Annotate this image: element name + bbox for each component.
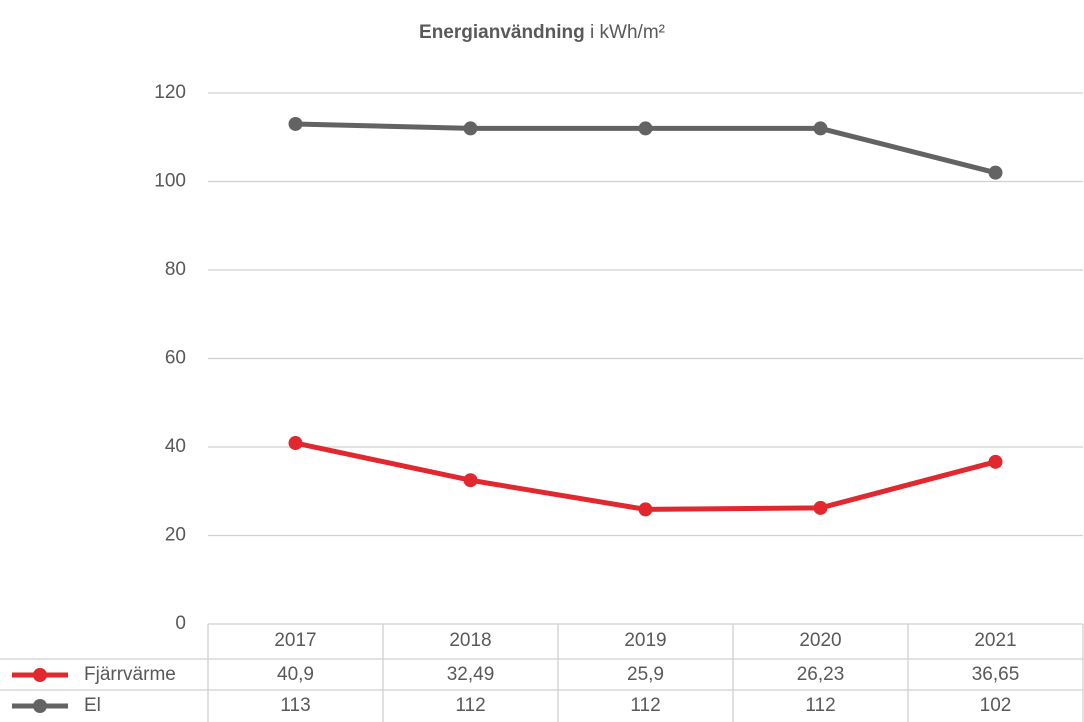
- table-value: 102: [980, 695, 1012, 716]
- y-tick-label: 20: [165, 525, 186, 546]
- y-tick-label: 40: [165, 436, 186, 457]
- table-value: 26,23: [797, 664, 845, 685]
- point: [638, 502, 653, 517]
- x-tick-label: 2017: [274, 630, 316, 651]
- point: [463, 121, 478, 136]
- point: [463, 473, 478, 488]
- table-value: 40,9: [277, 664, 314, 685]
- table-value: 36,65: [972, 664, 1020, 685]
- title-main: Energianvändning: [419, 22, 585, 43]
- y-tick-label: 80: [165, 259, 186, 280]
- x-tick-label: 2018: [449, 630, 491, 651]
- point: [988, 454, 1003, 469]
- legend-marker: [33, 699, 47, 713]
- legend-marker: [33, 668, 47, 682]
- y-tick-label: 100: [154, 171, 186, 192]
- point: [638, 121, 653, 136]
- legend-label: El: [84, 695, 101, 716]
- chart-title: Energianvändning i kWh/m²: [419, 22, 665, 43]
- title-unit: i kWh/m²: [590, 22, 665, 43]
- x-tick-label: 2020: [799, 630, 841, 651]
- x-tick-label: 2021: [974, 630, 1016, 651]
- y-tick-label: 120: [154, 82, 186, 103]
- table-value: 112: [455, 695, 485, 716]
- x-tick-label: 2019: [624, 630, 666, 651]
- point: [813, 121, 828, 136]
- point: [813, 500, 828, 515]
- table-value: 32,49: [447, 664, 495, 685]
- point: [288, 116, 303, 131]
- table-value: 25,9: [627, 664, 664, 685]
- y-tick-label: 0: [175, 613, 186, 634]
- point: [988, 165, 1003, 180]
- line: [294, 440, 997, 512]
- table-value: 112: [805, 695, 835, 716]
- y-tick-label: 60: [165, 348, 186, 369]
- table-value: 113: [280, 695, 310, 716]
- table-value: 112: [630, 695, 660, 716]
- legend-label: Fjärrvärme: [84, 664, 176, 685]
- point: [288, 436, 303, 451]
